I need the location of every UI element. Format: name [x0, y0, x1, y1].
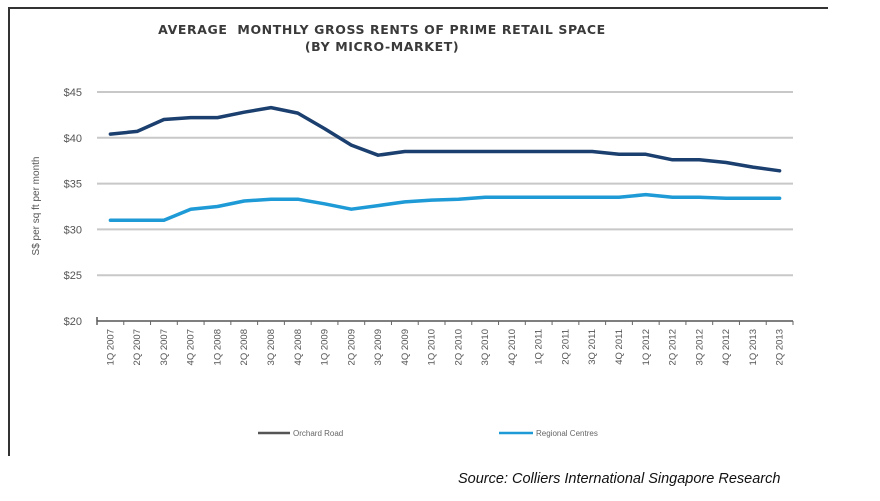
chart-subtitle: (BY MICRO-MARKET) [305, 39, 459, 54]
y-axis-label: S$ per sq ft per month [31, 157, 42, 256]
x-tick-label: 4Q 2012 [721, 329, 732, 365]
gridlines [97, 91, 793, 277]
x-tick-label: 2Q 2007 [132, 329, 143, 365]
chart-frame [8, 7, 828, 456]
x-tick-label: 2Q 2008 [239, 329, 250, 365]
x-tick-label: 2Q 2011 [560, 329, 571, 365]
legend-label-regional-centres: Regional Centres [536, 429, 598, 438]
x-tick-label: 3Q 2011 [587, 329, 598, 365]
y-tick-label: $20 [64, 316, 82, 328]
x-tick-label: 1Q 2008 [212, 329, 223, 365]
y-tick-label: $25 [64, 270, 82, 282]
x-tick-label: 3Q 2008 [266, 329, 277, 365]
x-tick-label: 1Q 2009 [320, 329, 331, 365]
legend-label-orchard-road: Orchard Road [293, 429, 343, 438]
x-tick-label: 1Q 2013 [748, 329, 759, 365]
x-tick-label: 4Q 2008 [293, 329, 304, 365]
y-tick-label: $45 [64, 87, 82, 99]
x-tick-label: 3Q 2009 [373, 329, 384, 365]
chart-title: AVERAGE MONTHLY GROSS RENTS OF PRIME RET… [158, 22, 606, 37]
y-tick-label: $35 [64, 179, 82, 191]
x-tick-label: 3Q 2012 [694, 329, 705, 365]
legend: Orchard Road Regional Centres [258, 429, 598, 438]
x-tick-label: 1Q 2010 [427, 329, 438, 365]
x-tick-label: 1Q 2011 [534, 329, 545, 365]
series-line-regional-centres [108, 192, 782, 222]
series-lines [108, 105, 782, 222]
x-tick-label: 2Q 2013 [775, 329, 786, 365]
y-tick-label: $40 [64, 133, 82, 145]
x-tick-label: 4Q 2007 [186, 329, 197, 365]
x-tick-label: 2Q 2009 [346, 329, 357, 365]
x-tick-label: 2Q 2012 [668, 329, 679, 365]
series-line-orchard-road [108, 105, 782, 173]
x-tick-label: 4Q 2011 [614, 329, 625, 365]
x-tick-label: 2Q 2010 [453, 329, 464, 365]
x-axis: 1Q 2007 2Q 2007 3Q 2007 4Q 2007 1Q 2008 2Q 20… [96, 317, 794, 365]
x-tick-label: 3Q 2010 [480, 329, 491, 365]
y-axis-ticks: $20 $25 $30 $35 $40 $45 [64, 87, 82, 328]
x-tick-label: 3Q 2007 [159, 329, 170, 365]
x-tick-label: 1Q 2012 [641, 329, 652, 365]
x-tick-label: 4Q 2009 [400, 329, 411, 365]
source-note: Source: Colliers International Singapore… [458, 471, 781, 487]
x-tick-label: 4Q 2010 [507, 329, 518, 365]
x-tick-label: 1Q 2007 [105, 329, 116, 365]
y-tick-label: $30 [64, 224, 82, 236]
